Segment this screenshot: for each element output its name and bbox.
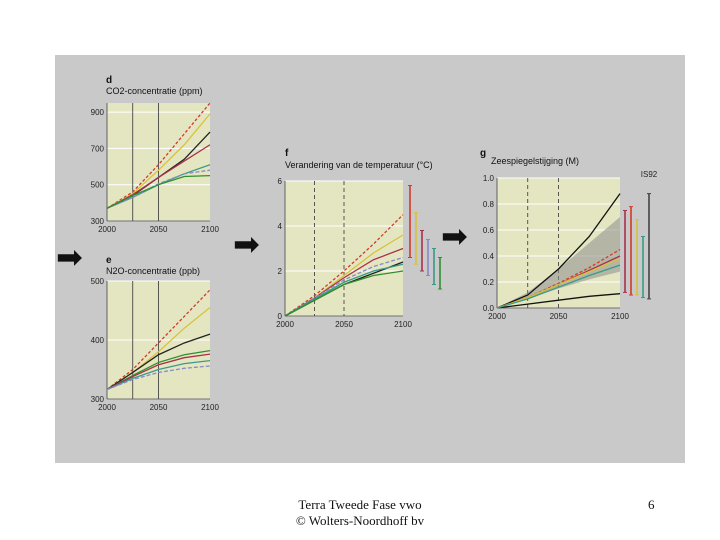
series-line-s6 bbox=[106, 360, 211, 391]
y-tick-label: 900 bbox=[91, 108, 105, 117]
series-line-upper bbox=[496, 193, 621, 309]
panel-title-g: Zeespiegelstijging (M) bbox=[491, 156, 580, 166]
series-line-s7 bbox=[284, 270, 404, 317]
y-tick-label: 300 bbox=[91, 217, 105, 226]
y-tick-label: 4 bbox=[278, 222, 283, 231]
x-tick-label: 2000 bbox=[98, 403, 116, 412]
y-tick-label: 2 bbox=[278, 267, 283, 276]
y-tick-label: 500 bbox=[91, 277, 105, 286]
y-tick-label: 6 bbox=[278, 177, 283, 186]
x-tick-label: 2050 bbox=[550, 312, 568, 321]
chart-e: 300 400 500 2000 2050 2100 bbox=[91, 277, 220, 412]
y-tick-label: 0.4 bbox=[483, 252, 495, 261]
panel-label-d: d bbox=[106, 75, 113, 86]
series-line-s3 bbox=[106, 333, 211, 391]
footer-line-1: Terra Tweede Fase vwo bbox=[298, 497, 422, 512]
panel-title-f: Verandering van de temperatuur (°C) bbox=[285, 160, 433, 170]
range-label: IS92 bbox=[641, 170, 658, 179]
arrow-right-icon: ➡ bbox=[56, 239, 83, 275]
x-tick-label: 2100 bbox=[611, 312, 629, 321]
page-number: 6 bbox=[648, 497, 655, 512]
y-tick-label: 0.2 bbox=[483, 278, 495, 287]
y-tick-label: 300 bbox=[91, 395, 105, 404]
footer-credits: Terra Tweede Fase vwo © Wolters-Noordhof… bbox=[0, 497, 720, 529]
panel-d: d CO2-concentratie (ppm) 300 500 700 900 200… bbox=[85, 75, 235, 245]
y-tick-label: 1.0 bbox=[483, 174, 495, 183]
series-line-s7 bbox=[106, 174, 211, 209]
footer-line-2: © Wolters-Noordhoff bv bbox=[295, 513, 425, 528]
x-tick-label: 2000 bbox=[488, 312, 506, 321]
panel-title-d: CO2-concentratie (ppm) bbox=[106, 86, 203, 96]
y-tick-label: 400 bbox=[91, 336, 105, 345]
arrow-right-icon: ➡ bbox=[233, 226, 260, 262]
panel-g: g Zeespiegelstijging (M) 0.0 0.2 0.4 0.6 0.8… bbox=[475, 148, 675, 338]
series-line-lower bbox=[496, 293, 621, 309]
series-line-s6 bbox=[284, 263, 404, 317]
series-line-s1 bbox=[106, 102, 211, 209]
series-line-s5 bbox=[106, 353, 211, 391]
panel-label-e: e bbox=[106, 255, 112, 266]
y-tick-label: 0.0 bbox=[483, 304, 495, 313]
x-tick-label: 2050 bbox=[150, 403, 168, 412]
panel-e: e N2O-concentratie (ppb) 300 400 500 2000 20… bbox=[85, 255, 235, 420]
chart-f: 0 2 4 6 2000 2050 2100 bbox=[276, 177, 442, 329]
x-tick-label: 2000 bbox=[276, 320, 294, 329]
series-line-s3 bbox=[496, 258, 621, 309]
x-tick-label: 2050 bbox=[150, 225, 168, 234]
chart-d: 300 500 700 900 2000 2050 2100 bbox=[91, 102, 219, 234]
y-tick-label: 0.8 bbox=[483, 200, 495, 209]
series-line-s3 bbox=[284, 247, 404, 317]
series-line-s7 bbox=[106, 365, 211, 391]
x-tick-label: 2000 bbox=[98, 225, 116, 234]
x-tick-label: 2100 bbox=[201, 403, 219, 412]
series-line-s6 bbox=[106, 169, 211, 209]
panel-title-e: N2O-concentratie (ppb) bbox=[106, 266, 201, 276]
y-tick-label: 500 bbox=[91, 181, 105, 190]
x-tick-label: 2100 bbox=[201, 225, 219, 234]
uncertainty-band bbox=[497, 217, 620, 308]
panel-label-f: f bbox=[285, 148, 289, 159]
y-tick-label: 0 bbox=[278, 312, 283, 321]
x-tick-label: 2050 bbox=[335, 320, 353, 329]
arrow-right-icon: ➡ bbox=[441, 218, 468, 254]
series-line-s1 bbox=[106, 289, 211, 391]
series-line-s4 bbox=[496, 264, 621, 309]
panel-label-g: g bbox=[480, 148, 487, 159]
x-tick-label: 2100 bbox=[394, 320, 412, 329]
y-tick-label: 0.6 bbox=[483, 226, 495, 235]
series-line-s4 bbox=[106, 349, 211, 391]
y-tick-label: 700 bbox=[91, 144, 105, 153]
chart-g: 0.0 0.2 0.4 0.6 0.8 1.0 2000 2050 2100 IS92 bbox=[483, 170, 658, 321]
series-line-s4 bbox=[284, 256, 404, 317]
